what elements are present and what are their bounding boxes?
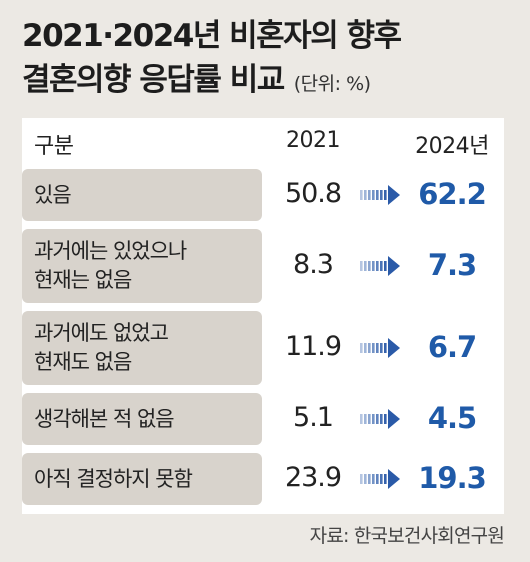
category-label-line: 있음 (34, 182, 72, 207)
value-2021: 50.8 (284, 178, 342, 209)
value-2021: 23.9 (284, 462, 342, 493)
category-label-line: 현재도 없음 (34, 350, 132, 374)
source-note: 자료: 한국보건사회연구원 (309, 525, 505, 547)
table-row: 아직 결정하지 못함 23.9 19.3 (22, 453, 504, 505)
title-line-1: 2021·2024년 비혼자의 향후 (22, 18, 402, 54)
row-category: 있음 (22, 169, 262, 221)
value-2021: 8.3 (293, 249, 334, 280)
header-category: 구분 (34, 134, 74, 159)
table-header: 구분 2021 2024년 (22, 118, 504, 164)
unit-label: (단위: %) (293, 73, 371, 95)
value-2024: 7.3 (427, 248, 477, 282)
category-label-line: 현재는 없음 (34, 268, 132, 292)
title-line-2-wrap: 결혼의향 응답률 비교 (단위: %) (22, 58, 401, 106)
category-label-line: 과거에는 있었으나 (34, 239, 187, 263)
table-body: 있음 50.8 62.2 과거에는 있었으나 현재는 없음 8.3 7.3 과거에도 없었고 현… (22, 164, 504, 514)
value-2024: 62.2 (418, 177, 487, 211)
table-row: 있음 50.8 62.2 (22, 169, 504, 221)
chart-title: 2021·2024년 비혼자의 향후 결혼의향 응답률 비교 (단위: %) (22, 14, 402, 106)
category-label-line: 과거에도 없었고 (34, 321, 169, 345)
value-2021: 11.9 (284, 331, 342, 362)
value-2024: 6.7 (427, 330, 477, 364)
arrow-right-icon (360, 256, 400, 276)
row-category: 생각해본 적 없음 (22, 393, 262, 445)
header-2021: 2021 (286, 128, 341, 153)
header-2024: 2024년 (415, 134, 489, 159)
value-2024: 19.3 (418, 461, 487, 495)
title-line-2: 결혼의향 응답률 비교 (22, 62, 285, 98)
arrow-right-icon (360, 338, 400, 358)
arrow-right-icon (360, 469, 400, 489)
row-category: 아직 결정하지 못함 (22, 453, 262, 505)
category-label-line: 아직 결정하지 못함 (34, 466, 193, 491)
value-2021: 5.1 (293, 402, 334, 433)
arrow-right-icon (360, 185, 400, 205)
table-row: 생각해본 적 없음 5.1 4.5 (22, 393, 504, 445)
arrow-right-icon (360, 409, 400, 429)
value-2024: 4.5 (427, 401, 477, 435)
category-label-line: 생각해본 적 없음 (34, 406, 175, 431)
